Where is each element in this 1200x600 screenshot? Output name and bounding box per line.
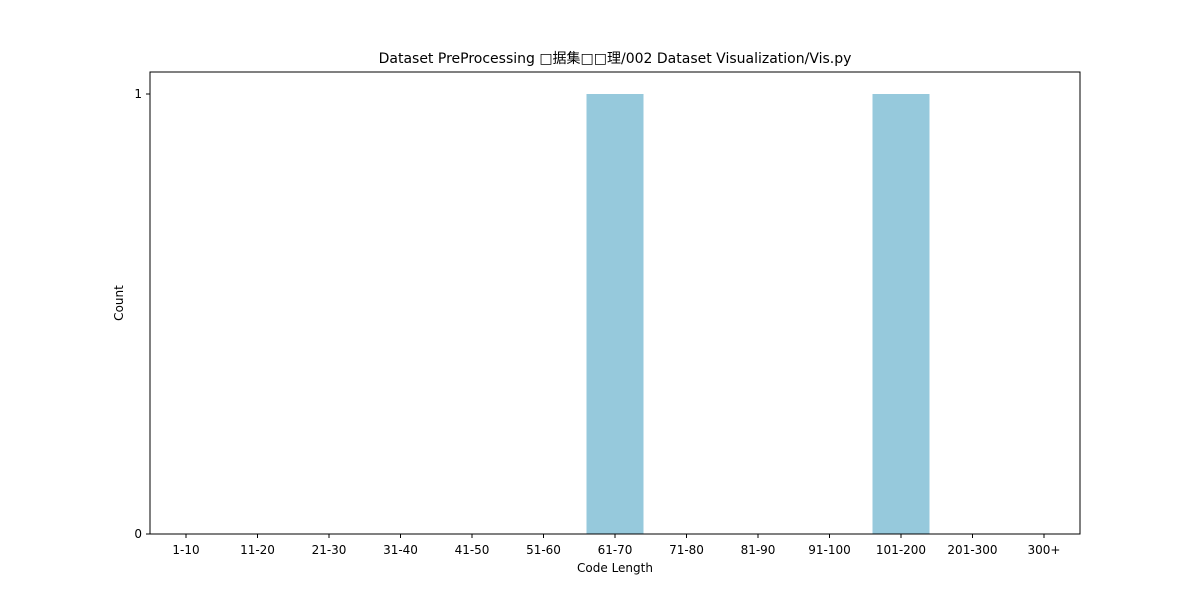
x-tick-label: 21-30 (312, 543, 347, 557)
x-tick-label: 11-20 (240, 543, 275, 557)
x-tick-label: 1-10 (172, 543, 199, 557)
x-axis-ticks: 1-10 11-20 21-30 31-40 41-50 51-60 61-70 71-80 8… (172, 534, 1060, 557)
x-tick-label: 61-70 (598, 543, 633, 557)
x-tick-label: 71-80 (669, 543, 704, 557)
x-tick-label: 300+ (1028, 543, 1061, 557)
bars-group (586, 94, 930, 534)
x-axis-label: Code Length (577, 561, 653, 575)
y-tick-label: 0 (134, 527, 142, 541)
y-axis-ticks: 01 (134, 87, 150, 541)
y-axis-label: Count (112, 285, 126, 321)
x-tick-label: 51-60 (526, 543, 561, 557)
y-tick-label: 1 (134, 87, 142, 101)
x-tick-label: 41-50 (455, 543, 490, 557)
chart-title: Dataset PreProcessing □据集□□理/002 Dataset… (379, 50, 852, 67)
x-tick-label: 201-300 (947, 543, 997, 557)
bar-61-70 (586, 94, 644, 534)
x-tick-label: 91-100 (808, 543, 851, 557)
x-tick-label: 81-90 (741, 543, 776, 557)
bar-101-200 (872, 94, 930, 534)
x-tick-label: 31-40 (383, 543, 418, 557)
x-tick-label: 101-200 (876, 543, 926, 557)
